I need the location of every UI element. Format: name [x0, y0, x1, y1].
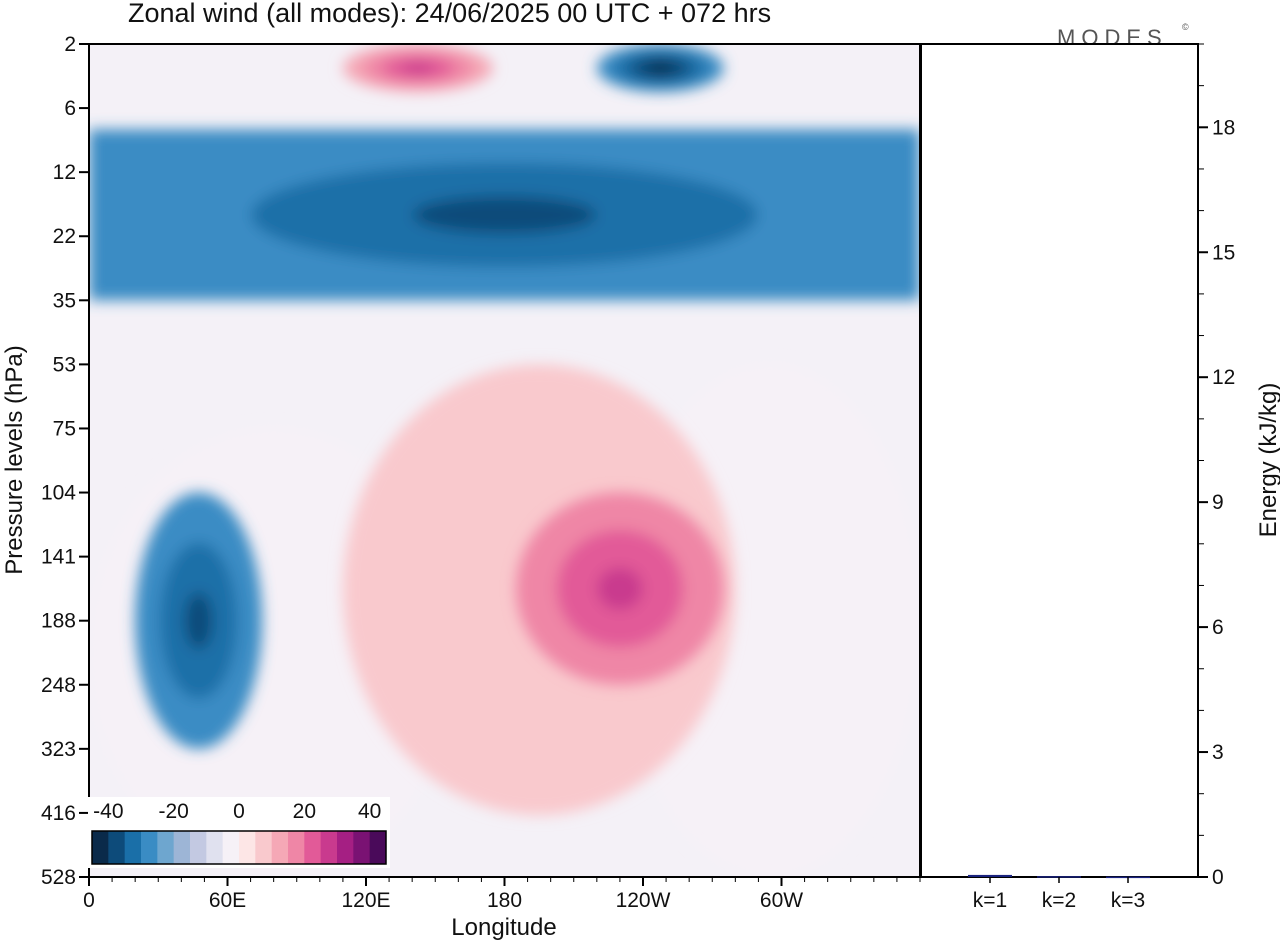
- pressure-tick-label: 323: [41, 738, 76, 761]
- heat-region-upper-strat-westerly-pocket: [342, 44, 493, 93]
- colorbar-tick-label: -40: [93, 800, 123, 823]
- colorbar-swatch: [304, 831, 322, 864]
- pressure-tick-label: 22: [53, 225, 76, 248]
- longitude-tick-label: 120E: [341, 889, 390, 912]
- pressure-axis: 2 6 12 22 35 53 75 104 141 188 248 323 416 528: [41, 33, 89, 889]
- energy-tick-label: 3: [1212, 741, 1224, 764]
- energy-category-label: k=3: [1111, 889, 1145, 912]
- pressure-tick-label: 35: [53, 289, 76, 312]
- pressure-tick-label: 6: [64, 97, 76, 120]
- heat-region-stratospheric-easterly-band: [89, 129, 920, 301]
- heat-region-level: [401, 62, 435, 74]
- energy-tick-label: 12: [1212, 366, 1235, 389]
- x-axis-label: Longitude: [451, 914, 556, 941]
- energy-tick-label: 9: [1212, 491, 1224, 514]
- colorbar-swatch: [271, 831, 289, 864]
- energy-panel: 0 3 6 9 12 15 18 k=1 k=2 k=3 Energy (kJ/kg): [920, 43, 1280, 912]
- colorbar-swatch: [141, 831, 158, 864]
- colorbar-tick-label: -20: [158, 800, 188, 823]
- energy-category-label: k=1: [973, 889, 1007, 912]
- pressure-tick-label: 75: [53, 417, 76, 440]
- colorbar-swatch: [320, 831, 338, 864]
- chart-title: Zonal wind (all modes): 24/06/2025 00 UT…: [128, 0, 771, 28]
- energy-category-label: k=2: [1042, 889, 1076, 912]
- heatmap-regions: [89, 44, 920, 877]
- colorbar-frame: [91, 830, 387, 865]
- pressure-tick-label: 528: [41, 866, 76, 889]
- colorbar-tick-label: 0: [233, 800, 245, 823]
- energy-tick-label: 18: [1212, 116, 1235, 139]
- colorbar-swatch: [173, 831, 191, 864]
- colorbar-swatch: [337, 831, 354, 864]
- energy-axis: 0 3 6 9 12 15 18: [1198, 43, 1235, 889]
- y-axis-label: Pressure levels (hPa): [1, 345, 28, 574]
- pressure-tick-label: 188: [41, 610, 76, 633]
- longitude-tick-label: 0: [83, 889, 95, 912]
- pressure-tick-label: 104: [41, 482, 76, 505]
- pressure-tick-label: 53: [53, 353, 76, 376]
- longitude-tick-label: 180: [487, 889, 522, 912]
- heat-region-level: [646, 62, 675, 74]
- colorbar-swatch: [288, 831, 305, 864]
- colorbar-tick-label: 40: [358, 800, 381, 823]
- heat-region-easterly-jet-core-40E: [135, 492, 263, 749]
- pressure-tick-label: 141: [41, 546, 76, 569]
- colorbar-swatch: [206, 831, 224, 864]
- pressure-tick-label: 2: [64, 33, 76, 56]
- brand-mark: ©: [1182, 22, 1189, 32]
- colorbar-swatch: [353, 831, 371, 864]
- colorbar-swatch: [369, 831, 387, 864]
- energy-tick-label: 6: [1212, 616, 1224, 639]
- colorbar-swatch: [255, 831, 273, 864]
- longitude-tick-label: 120W: [616, 889, 671, 912]
- colorbar-swatch: [222, 831, 240, 864]
- energy-tick-label: 15: [1212, 241, 1235, 264]
- colorbar-swatch: [108, 831, 126, 864]
- energy-categories: k=1 k=2 k=3: [973, 877, 1145, 912]
- energy-tick-label: 0: [1212, 866, 1224, 889]
- colorbar-swatch: [190, 831, 207, 864]
- energy-axis-label: Energy (kJ/kg): [1255, 383, 1280, 538]
- colorbar-tick-label: 20: [293, 800, 316, 823]
- colorbar-swatch: [92, 831, 109, 864]
- pressure-tick-label: 416: [41, 802, 76, 825]
- energy-bar-k=1: [968, 874, 1012, 877]
- heat-region-westerly-core-130W: [516, 492, 724, 685]
- longitude-axis: 0 60E 120E 180 120W 60W: [83, 877, 921, 912]
- heat-region-level: [597, 567, 643, 610]
- colorbar-swatch: [239, 831, 256, 864]
- energy-frame: [920, 43, 1199, 878]
- longitude-tick-label: 60E: [209, 889, 246, 912]
- heat-region-level: [413, 196, 596, 234]
- pressure-tick-label: 12: [53, 161, 76, 184]
- pressure-tick-label: 248: [41, 674, 76, 697]
- colorbar-swatch: [157, 831, 175, 864]
- longitude-tick-label: 60W: [760, 889, 803, 912]
- colorbar-swatch: [124, 831, 142, 864]
- heatmap-panel: 2 6 12 22 35 53 75 104 141 188 248 323 416 528 0 60E 12…: [1, 33, 921, 941]
- heat-region-upper-strat-easterly-pocket: [596, 44, 724, 93]
- colorbar: -40 -20 0 20 40: [88, 797, 390, 868]
- energy-bar-k=2: [1037, 876, 1081, 878]
- heat-region-level: [184, 592, 213, 649]
